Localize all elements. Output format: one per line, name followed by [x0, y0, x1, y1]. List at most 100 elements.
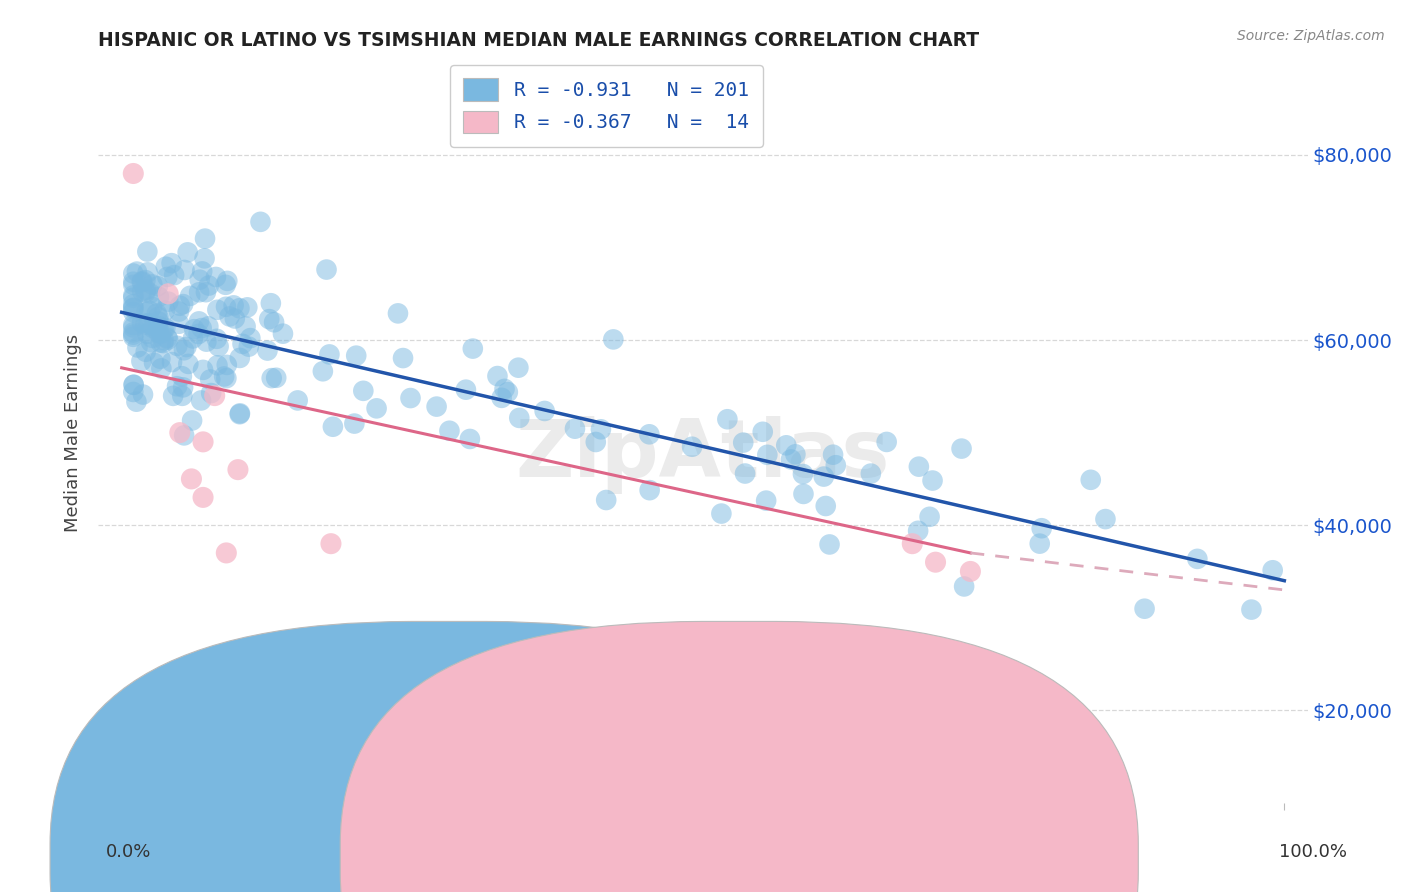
Point [198, 278, 221, 293]
Point [494, 382, 516, 396]
Point [813, 469, 835, 483]
Text: ZipAtlas: ZipAtlas [516, 416, 890, 494]
FancyBboxPatch shape [51, 622, 848, 892]
Point [150, 361, 173, 376]
Point [1240, 602, 1263, 616]
Point [259, 312, 281, 326]
Text: Tsimshian: Tsimshian [780, 855, 868, 872]
Point [271, 326, 294, 341]
Point [127, 341, 149, 355]
Point [197, 319, 219, 334]
Point [924, 555, 946, 569]
Point [135, 344, 157, 359]
Point [344, 349, 367, 363]
Point [160, 256, 183, 270]
Point [200, 372, 222, 386]
Point [142, 320, 165, 334]
Point [146, 279, 169, 293]
Point [157, 286, 180, 301]
Point [319, 536, 342, 550]
Point [143, 356, 166, 370]
Point [1133, 601, 1156, 615]
Point [148, 310, 170, 324]
Point [136, 265, 159, 279]
Point [256, 343, 278, 358]
Point [157, 294, 180, 309]
Point [122, 327, 145, 342]
Point [131, 354, 153, 368]
Point [139, 335, 162, 350]
Legend: R = -0.931   N = 201, R = -0.367   N =  14: R = -0.931 N = 201, R = -0.367 N = 14 [450, 65, 762, 146]
Point [1094, 512, 1116, 526]
Point [179, 289, 201, 303]
Point [236, 301, 259, 315]
Point [152, 333, 174, 347]
Point [204, 388, 226, 402]
Point [343, 417, 366, 431]
Point [122, 320, 145, 334]
Point [785, 447, 807, 461]
Point [249, 215, 271, 229]
Point [167, 317, 190, 331]
Point [755, 493, 778, 508]
Point [132, 387, 155, 401]
Point [486, 369, 509, 384]
Point [170, 369, 193, 384]
Point [953, 579, 976, 593]
Point [638, 427, 661, 442]
Point [135, 305, 157, 319]
Point [122, 318, 145, 332]
Text: Hispanics or Latinos: Hispanics or Latinos [443, 855, 624, 872]
Point [734, 467, 756, 481]
Point [122, 326, 145, 340]
Point [264, 371, 287, 385]
Point [155, 260, 177, 274]
Point [229, 351, 252, 365]
Point [200, 386, 222, 401]
Point [322, 419, 344, 434]
Point [146, 307, 169, 321]
Point [235, 319, 257, 334]
Point [193, 252, 215, 266]
Point [212, 369, 235, 384]
Point [224, 311, 246, 326]
Point [207, 359, 229, 373]
Point [122, 384, 145, 399]
Point [399, 391, 422, 405]
Text: HISPANIC OR LATINO VS TSIMSHIAN MEDIAN MALE EARNINGS CORRELATION CHART: HISPANIC OR LATINO VS TSIMSHIAN MEDIAN M… [98, 31, 980, 50]
Point [131, 316, 153, 330]
Point [710, 507, 733, 521]
Point [218, 310, 240, 324]
Point [312, 364, 335, 378]
Point [217, 274, 239, 288]
Point [733, 435, 755, 450]
Point [876, 434, 898, 449]
Text: Source: ZipAtlas.com: Source: ZipAtlas.com [1237, 29, 1385, 43]
Point [155, 321, 177, 335]
Point [260, 371, 283, 385]
Point [222, 298, 245, 312]
Point [1028, 536, 1050, 550]
Point [176, 245, 198, 260]
Point [181, 413, 204, 427]
Point [125, 394, 148, 409]
Point [508, 360, 530, 375]
Point [215, 371, 238, 385]
Point [157, 333, 180, 347]
Point [191, 491, 214, 505]
Point [122, 288, 145, 302]
Point [595, 493, 617, 508]
Point [149, 351, 172, 366]
Point [1187, 552, 1209, 566]
Point [792, 487, 814, 501]
Point [169, 425, 191, 440]
Point [122, 275, 145, 289]
Point [191, 264, 214, 278]
Point [426, 400, 449, 414]
Point [122, 301, 145, 315]
Point [138, 317, 160, 331]
Point [392, 351, 415, 365]
Point [205, 269, 228, 284]
Point [439, 424, 461, 438]
Point [775, 438, 797, 452]
